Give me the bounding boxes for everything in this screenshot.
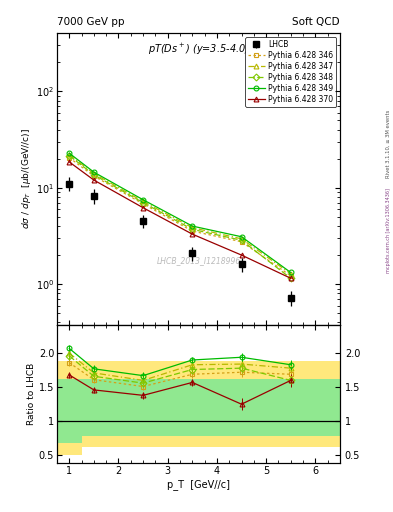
Text: Rivet 3.1.10, ≥ 3M events: Rivet 3.1.10, ≥ 3M events	[386, 109, 391, 178]
Line: Pythia 6.428 370: Pythia 6.428 370	[67, 160, 293, 281]
Pythia 6.428 346	[67, 155, 72, 161]
Pythia 6.428 346	[288, 273, 293, 279]
Pythia 6.428 347	[288, 271, 293, 277]
Pythia 6.428 370	[92, 177, 96, 183]
Pythia 6.428 349	[141, 197, 145, 203]
Pythia 6.428 349	[190, 223, 195, 229]
Y-axis label: $d\sigma\ /\ dp_T$  [$\mu$b/(GeV//c)]: $d\sigma\ /\ dp_T$ [$\mu$b/(GeV//c)]	[20, 129, 33, 229]
Y-axis label: Ratio to LHCB: Ratio to LHCB	[27, 363, 36, 425]
Line: Pythia 6.428 349: Pythia 6.428 349	[67, 151, 293, 275]
Text: 7000 GeV pp: 7000 GeV pp	[57, 16, 125, 27]
Pythia 6.428 347	[141, 198, 145, 204]
Pythia 6.428 370	[67, 159, 72, 165]
Line: Pythia 6.428 347: Pythia 6.428 347	[67, 152, 293, 276]
Pythia 6.428 347	[239, 236, 244, 242]
Pythia 6.428 347	[67, 152, 72, 158]
Pythia 6.428 370	[239, 252, 244, 258]
Legend: LHCB, Pythia 6.428 346, Pythia 6.428 347, Pythia 6.428 348, Pythia 6.428 349, Py: LHCB, Pythia 6.428 346, Pythia 6.428 347…	[245, 37, 336, 107]
Pythia 6.428 349	[92, 169, 96, 175]
Pythia 6.428 348	[92, 172, 96, 178]
Pythia 6.428 346	[239, 239, 244, 245]
Pythia 6.428 346	[92, 173, 96, 179]
Pythia 6.428 348	[67, 153, 72, 159]
Pythia 6.428 346	[141, 201, 145, 207]
Pythia 6.428 370	[288, 275, 293, 281]
X-axis label: p_T  [GeV//c]: p_T [GeV//c]	[167, 479, 230, 490]
Pythia 6.428 347	[190, 225, 195, 231]
Pythia 6.428 348	[190, 226, 195, 232]
Pythia 6.428 348	[239, 237, 244, 243]
Pythia 6.428 346	[190, 228, 195, 234]
Pythia 6.428 348	[141, 200, 145, 206]
Line: Pythia 6.428 348: Pythia 6.428 348	[67, 153, 293, 281]
Pythia 6.428 349	[239, 233, 244, 240]
Line: Pythia 6.428 346: Pythia 6.428 346	[67, 155, 293, 278]
Text: Soft QCD: Soft QCD	[292, 16, 340, 27]
Text: LHCB_2013_I1218996: LHCB_2013_I1218996	[156, 256, 241, 265]
Pythia 6.428 370	[141, 205, 145, 211]
Text: mcplots.cern.ch [arXiv:1306.3436]: mcplots.cern.ch [arXiv:1306.3436]	[386, 188, 391, 273]
Pythia 6.428 349	[288, 269, 293, 275]
Pythia 6.428 347	[92, 170, 96, 177]
Pythia 6.428 349	[67, 150, 72, 156]
Pythia 6.428 370	[190, 231, 195, 237]
Pythia 6.428 348	[288, 275, 293, 281]
Text: pT(Ds$^+$) ($y$=3.5-4.0): pT(Ds$^+$) ($y$=3.5-4.0)	[148, 42, 249, 57]
